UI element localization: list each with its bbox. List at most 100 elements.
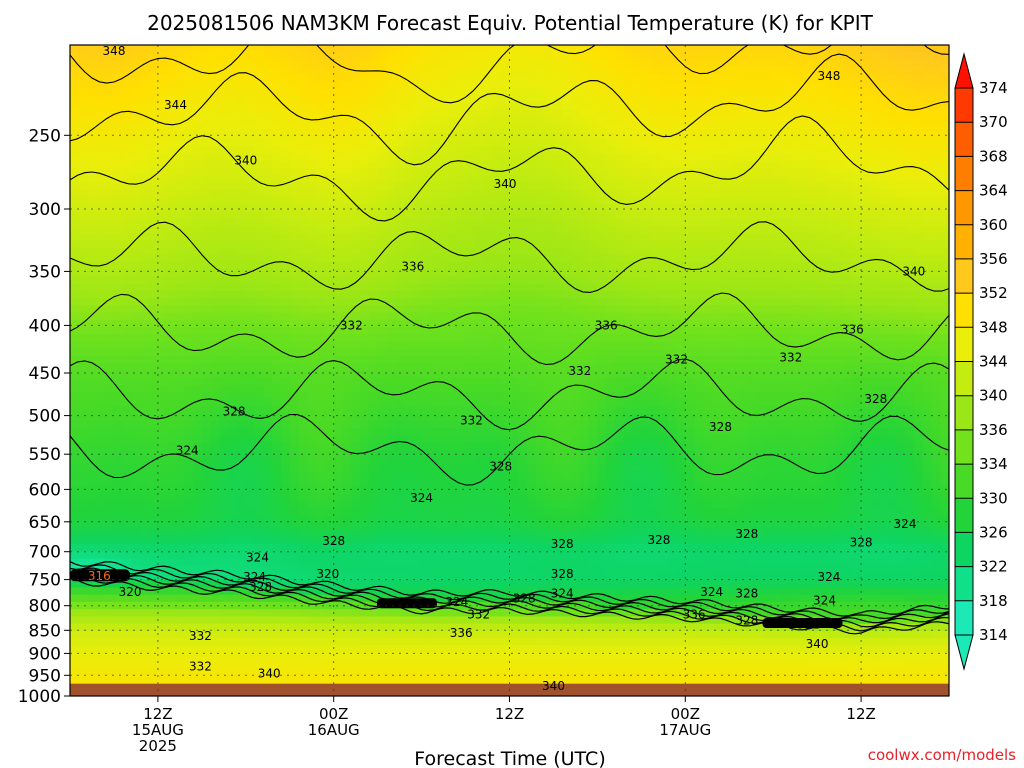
- field-cell: [245, 153, 256, 162]
- field-cell: [676, 319, 686, 328]
- field-cell: [781, 283, 792, 292]
- field-cell: [500, 363, 511, 372]
- field-cell: [483, 305, 493, 314]
- field-cell: [500, 254, 511, 263]
- field-cell: [817, 117, 827, 126]
- field-cell: [535, 66, 546, 75]
- field-cell: [210, 298, 221, 306]
- field-cell: [843, 363, 853, 372]
- field-cell: [474, 356, 484, 364]
- field-cell: [702, 392, 713, 401]
- field-cell: [412, 81, 423, 89]
- field-cell: [544, 334, 555, 343]
- field-cell: [474, 290, 484, 299]
- field-cell: [324, 312, 335, 321]
- field-cell: [817, 52, 827, 61]
- field-cell: [483, 377, 493, 386]
- field-cell: [412, 88, 423, 97]
- field-cell: [518, 131, 528, 140]
- field-cell: [316, 153, 326, 162]
- field-cell: [931, 312, 941, 321]
- field-cell: [421, 146, 431, 155]
- field-cell: [465, 139, 475, 147]
- field-cell: [650, 66, 660, 75]
- field-cell: [96, 290, 106, 299]
- field-cell: [70, 240, 80, 249]
- field-cell: [377, 59, 388, 68]
- field-cell: [430, 189, 440, 198]
- field-cell: [896, 146, 906, 155]
- field-cell: [324, 73, 335, 82]
- field-cell: [447, 73, 458, 82]
- field-cell: [746, 160, 757, 169]
- field-cell: [201, 384, 212, 393]
- field-cell: [597, 175, 607, 184]
- field-cell: [676, 81, 686, 89]
- field-cell: [474, 319, 484, 328]
- field-cell: [78, 363, 89, 372]
- field-cell: [817, 348, 827, 357]
- field-cell: [913, 95, 924, 104]
- field-cell: [157, 356, 168, 364]
- field-cell: [395, 247, 405, 256]
- field-cell: [913, 262, 924, 270]
- field-cell: [175, 59, 185, 68]
- field-cell: [825, 88, 836, 97]
- field-cell: [474, 73, 484, 82]
- field-cell: [483, 334, 493, 343]
- field-cell: [694, 370, 704, 379]
- field-cell: [544, 363, 555, 372]
- field-cell: [219, 196, 229, 205]
- field-cell: [263, 247, 273, 256]
- field-cell: [316, 52, 326, 61]
- field-cell: [175, 139, 185, 147]
- field-cell: [131, 254, 141, 263]
- field-cell: [711, 95, 722, 104]
- field-cell: [887, 377, 897, 386]
- field-cell: [931, 319, 941, 328]
- field-cell: [641, 182, 651, 191]
- field-cell: [272, 117, 282, 126]
- field-cell: [852, 377, 862, 386]
- field-cell: [421, 312, 431, 321]
- field-cell: [755, 283, 766, 292]
- field-cell: [878, 377, 889, 386]
- field-cell: [316, 189, 326, 198]
- field-cell: [368, 81, 379, 89]
- field-cell: [131, 211, 141, 220]
- field-cell: [316, 73, 326, 82]
- field-cell: [228, 45, 238, 53]
- field-cell: [843, 153, 853, 162]
- field-cell: [905, 131, 915, 140]
- field-cell: [509, 131, 519, 140]
- field-cell: [843, 356, 853, 364]
- field-cell: [913, 189, 924, 198]
- field-cell: [237, 327, 247, 335]
- field-cell: [808, 225, 818, 234]
- field-cell: [817, 95, 827, 104]
- field-cell: [105, 131, 115, 140]
- field-cell: [694, 319, 704, 328]
- field-cell: [535, 189, 546, 198]
- field-cell: [773, 269, 783, 278]
- field-cell: [869, 196, 880, 205]
- field-cell: [70, 196, 80, 205]
- field-cell: [307, 124, 317, 133]
- field-cell: [386, 399, 396, 408]
- field-cell: [658, 399, 669, 408]
- field-cell: [702, 334, 713, 343]
- field-cell: [70, 218, 80, 227]
- field-cell: [781, 276, 792, 285]
- field-cell: [377, 110, 388, 118]
- field-cell: [430, 370, 440, 379]
- field-cell: [122, 153, 133, 162]
- field-cell: [70, 247, 80, 256]
- field-cell: [614, 189, 625, 198]
- field-cell: [272, 160, 282, 169]
- field-cell: [360, 305, 370, 314]
- field-cell: [368, 167, 379, 176]
- field-cell: [720, 139, 730, 147]
- field-cell: [861, 384, 871, 393]
- field-cell: [940, 377, 949, 386]
- field-cell: [667, 204, 678, 212]
